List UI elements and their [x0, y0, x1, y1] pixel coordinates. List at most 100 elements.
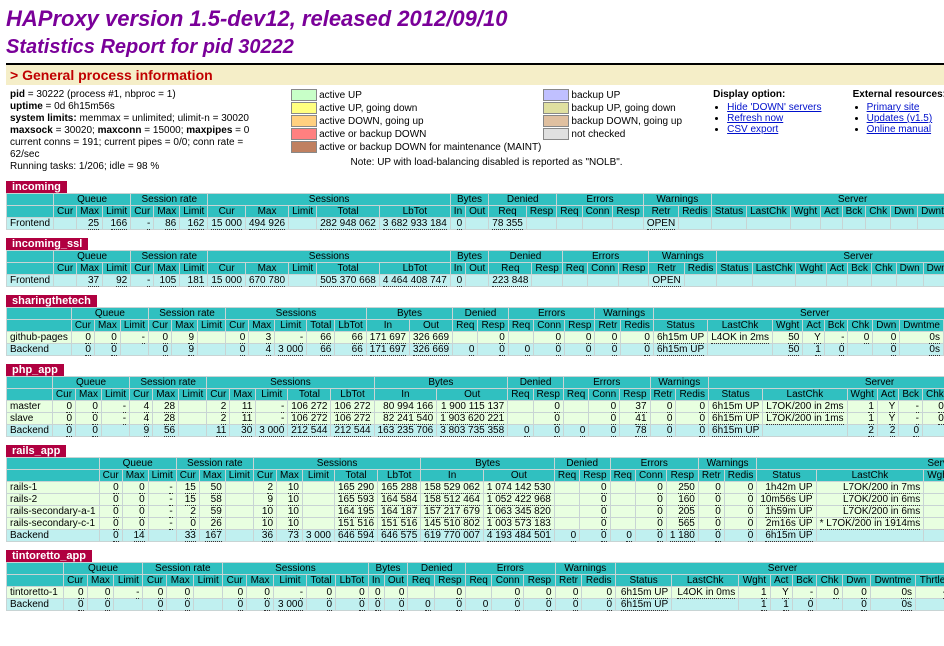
server-name[interactable]: github-pages: [7, 332, 72, 344]
stat-cell: 6h15m UP: [757, 530, 816, 542]
stat-cell: 106 272: [288, 401, 331, 413]
server-name[interactable]: Backend: [7, 599, 64, 611]
col-header: Dwn: [891, 206, 918, 218]
stat-cell: [54, 218, 77, 230]
table-row: Backend0009043 0006666171 697326 6690000…: [7, 344, 944, 356]
stat-cell: [848, 344, 873, 356]
col-header: Max: [154, 206, 180, 218]
link[interactable]: Refresh now: [727, 113, 783, 124]
server-name[interactable]: Frontend: [7, 218, 54, 230]
link[interactable]: Hide 'DOWN' servers: [727, 102, 821, 113]
server-name[interactable]: tintoretto-1: [7, 587, 64, 599]
col-header: Redis: [679, 206, 712, 218]
stat-cell: -: [824, 332, 848, 344]
stat-cell: 0: [676, 401, 709, 413]
col-header: Resp: [619, 263, 649, 275]
stat-cell: 0s: [870, 599, 915, 611]
link[interactable]: Primary site: [867, 102, 920, 113]
col-group: Server: [709, 377, 944, 389]
stat-cell: L7OK/200 in 7ms: [816, 482, 924, 494]
server-name[interactable]: Backend: [7, 530, 100, 542]
stat-cell: 0: [99, 482, 122, 494]
col-header: Cur: [208, 206, 246, 218]
table-row: Backend0095611303 000212 544212 544163 2…: [7, 425, 944, 437]
col-header: Total: [317, 206, 380, 218]
col-header: In: [421, 470, 484, 482]
col-header: Limit: [256, 389, 288, 401]
link[interactable]: Updates (v1.5): [867, 113, 933, 124]
link[interactable]: Online manual: [867, 124, 931, 135]
col-header: Status: [757, 470, 816, 482]
col-group: Server: [616, 563, 944, 575]
stat-cell: 670 780: [245, 275, 288, 287]
stat-cell: 0: [307, 587, 336, 599]
proxy-name[interactable]: tintoretto_app: [6, 550, 92, 562]
col-group: Server: [653, 308, 944, 320]
col-header: Limit: [198, 320, 226, 332]
col-group: Denied: [453, 308, 509, 320]
stat-cell: [563, 413, 588, 425]
stat-cell: 2: [207, 401, 230, 413]
proxy-name[interactable]: incoming_ssl: [6, 238, 88, 250]
col-group: Warnings: [555, 563, 615, 575]
stat-cell: 0: [635, 530, 666, 542]
col-header: Cur: [226, 320, 249, 332]
link[interactable]: CSV export: [727, 124, 778, 135]
col-header: Wght: [796, 263, 826, 275]
proxy-name[interactable]: incoming: [6, 181, 67, 193]
col-header: Cur: [223, 575, 247, 587]
stat-cell: 0: [167, 587, 194, 599]
server-name[interactable]: master: [7, 401, 53, 413]
stat-cell: 10: [253, 506, 276, 518]
server-name[interactable]: rails-2: [7, 494, 100, 506]
proxy-name[interactable]: sharingthetech: [6, 295, 97, 307]
col-header: Max: [94, 320, 120, 332]
stat-cell: 3 000: [275, 344, 307, 356]
col-header: Conn: [589, 389, 620, 401]
col-header: Max: [245, 263, 288, 275]
proxy-name[interactable]: php_app: [6, 364, 64, 376]
stat-cell: 6h15m UP: [653, 344, 707, 356]
server-name[interactable]: Backend: [7, 425, 53, 437]
server-name[interactable]: rails-1: [7, 482, 100, 494]
col-header: LastChk: [747, 206, 791, 218]
stat-cell: [148, 530, 176, 542]
stat-cell: 0: [724, 518, 757, 530]
stat-cell: [563, 401, 588, 413]
stat-cell: 1: [739, 599, 770, 611]
stat-cell: [101, 425, 129, 437]
legend-item: active or backup DOWN for maintenance (M…: [291, 141, 541, 153]
stat-cell: 0: [524, 587, 555, 599]
stat-cell: 86: [154, 218, 180, 230]
stat-cell: [796, 275, 826, 287]
server-name[interactable]: rails-secondary-a-1: [7, 506, 100, 518]
stat-cell: 0: [450, 275, 465, 287]
stat-cell: 0: [148, 332, 171, 344]
stat-cell: 106 272: [331, 401, 374, 413]
stat-cell: 0: [434, 599, 465, 611]
stat-cell: 10: [277, 482, 303, 494]
server-name[interactable]: rails-secondary-c-1: [7, 518, 100, 530]
stat-cell: -: [899, 413, 923, 425]
col-header: Limit: [275, 320, 307, 332]
stat-cell: 0: [478, 344, 508, 356]
stat-cell: 162: [180, 218, 208, 230]
server-name[interactable]: Frontend: [7, 275, 54, 287]
col-header: Out: [466, 206, 489, 218]
stat-cell: 10m56s UP: [757, 494, 816, 506]
col-header: Resp: [524, 575, 555, 587]
col-group: Sessions: [226, 308, 367, 320]
stat-cell: 0: [595, 332, 621, 344]
table-row: slave00-428211-106 272106 27282 241 5401…: [7, 413, 944, 425]
col-header: Status: [616, 575, 672, 587]
server-name[interactable]: slave: [7, 413, 53, 425]
legend-note: Note: UP with load-balancing disabled is…: [287, 157, 686, 168]
stat-cell: L7OK/200 in 2ms: [763, 401, 847, 413]
col-header: Max: [247, 575, 274, 587]
server-name[interactable]: Backend: [7, 344, 72, 356]
table-row: master00-428211-106 272106 27280 994 166…: [7, 401, 944, 413]
external-resources: External resources: Primary siteUpdates …: [849, 85, 944, 139]
col-header: Max: [77, 206, 103, 218]
proxy-name[interactable]: rails_app: [6, 445, 66, 457]
col-group: [7, 563, 64, 575]
